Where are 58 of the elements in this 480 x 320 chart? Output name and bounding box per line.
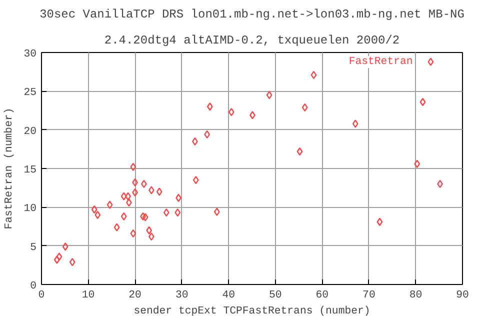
- point: [376, 218, 383, 226]
- chart-subtitle: 2.4.20dtg4 altAIMD-0.2, txqueuelen 2000/2: [104, 34, 400, 48]
- x-tick-label: 0: [38, 290, 45, 302]
- point: [130, 229, 136, 238]
- point: [120, 212, 127, 221]
- x-tick-label: 80: [409, 290, 422, 302]
- point: [206, 102, 213, 111]
- point: [148, 186, 154, 194]
- y-tick-label: 25: [24, 87, 37, 100]
- point: [428, 58, 434, 66]
- point: [163, 208, 170, 217]
- x-tick-label: 70: [362, 290, 376, 302]
- point: [146, 226, 152, 234]
- point: [352, 120, 358, 128]
- point: [420, 98, 426, 106]
- point: [62, 242, 68, 251]
- x-axis-title: sender tcpExt TCPFastRetrans (number): [134, 306, 370, 318]
- x-tick-label: 10: [82, 290, 95, 302]
- point: [302, 103, 308, 112]
- point: [54, 256, 60, 264]
- y-tick-label: 5: [30, 242, 37, 254]
- point: [310, 70, 317, 80]
- x-tick-label: 90: [456, 290, 469, 302]
- point: [69, 258, 76, 266]
- chart-title: 30sec VanillaTCP DRS lon01.mb-ng.net->lon03.mb-ng.net MB-NG: [40, 8, 464, 22]
- point: [94, 210, 101, 219]
- point: [142, 213, 148, 222]
- series-label: FastRetran: [348, 56, 413, 68]
- point: [214, 208, 220, 216]
- point: [114, 223, 120, 232]
- point: [204, 130, 210, 139]
- point: [106, 200, 113, 209]
- y-tick-label: 30: [24, 48, 37, 60]
- point: [156, 188, 162, 196]
- x-tick-label: 40: [222, 290, 236, 302]
- point: [192, 176, 199, 184]
- point: [120, 192, 127, 200]
- y-tick-label: 15: [24, 164, 37, 176]
- y-tick-label: 20: [24, 126, 37, 138]
- x-tick-label: 20: [128, 290, 142, 302]
- y-tick-label: 0: [30, 280, 37, 292]
- point: [414, 160, 420, 168]
- point: [176, 194, 182, 202]
- point: [250, 111, 256, 120]
- point: [228, 108, 234, 116]
- point: [91, 205, 98, 214]
- x-tick-label: 30: [175, 290, 188, 302]
- point: [296, 147, 303, 156]
- x-tick-label: 60: [316, 290, 329, 302]
- point: [56, 252, 62, 261]
- y-tick-label: 10: [24, 203, 37, 216]
- point: [125, 192, 131, 200]
- x-tick-label: 50: [268, 290, 282, 302]
- point: [266, 90, 272, 100]
- point: [148, 232, 154, 241]
- point: [174, 208, 181, 217]
- point: [130, 162, 136, 172]
- y-axis-title: FastRetran (number): [4, 108, 16, 230]
